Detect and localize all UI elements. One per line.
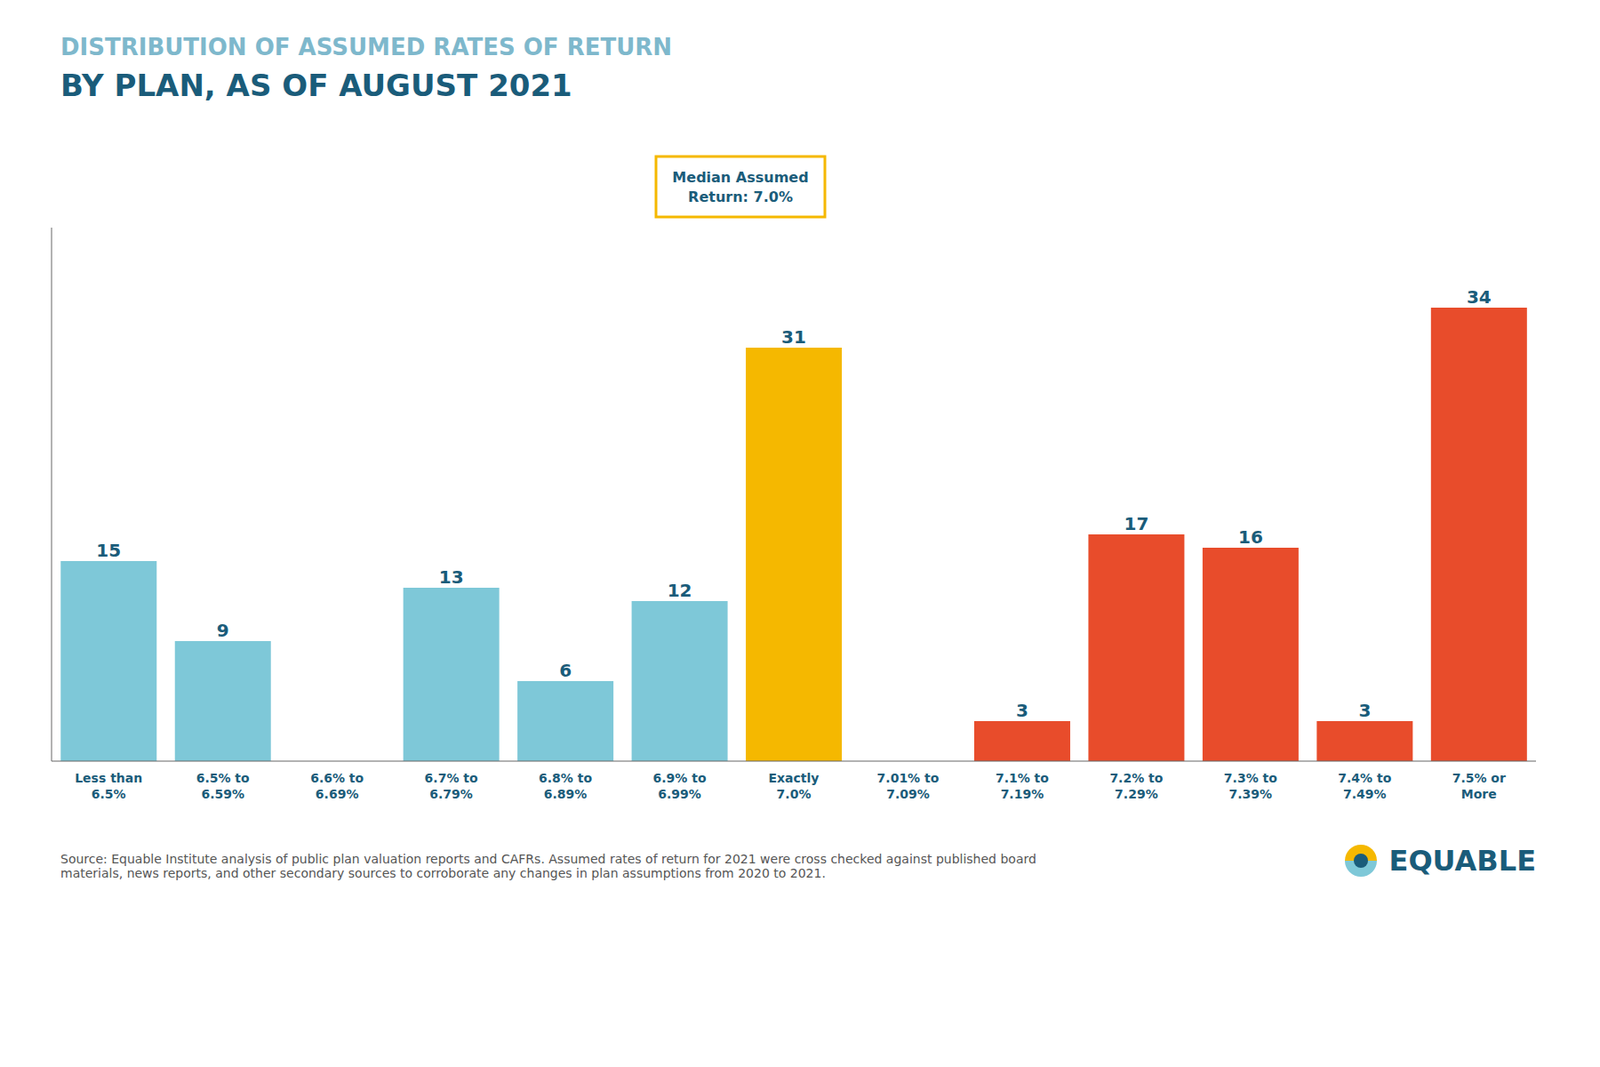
svg-text:7.1% to7.19%: 7.1% to7.19%	[995, 770, 1049, 801]
svg-text:6.9% to6.99%: 6.9% to6.99%	[653, 770, 707, 801]
svg-text:16: 16	[1238, 526, 1264, 548]
svg-text:7.01% to7.09%: 7.01% to7.09%	[877, 770, 940, 801]
svg-text:7.5% orMore: 7.5% orMore	[1452, 770, 1506, 801]
svg-text:7.4% to7.49%: 7.4% to7.49%	[1337, 770, 1392, 801]
svg-text:Exactly7.0%: Exactly7.0%	[768, 770, 820, 801]
svg-text:7.2% to7.29%: 7.2% to7.29%	[1109, 770, 1163, 801]
html-text:DISTRIBUTION OF ASSUMED RATES: DISTRIBUTION OF ASSUMED RATES OF RETURN	[60, 33, 673, 61]
svg-text:6.6% to6.69%: 6.6% to6.69%	[310, 770, 364, 801]
svg-text:Less than6.5%: Less than6.5%	[74, 770, 143, 801]
html-text:Source: Equable Institute anal: Source: Equable Institute analysis of pu…	[60, 851, 1037, 880]
svg-text:Median AssumedReturn: 7.0%: Median AssumedReturn: 7.0%	[672, 168, 808, 206]
svg-text:6: 6	[559, 659, 572, 681]
svg-text:6.7% to6.79%: 6.7% to6.79%	[424, 770, 479, 801]
html-text:EQUABLE: EQUABLE	[1388, 843, 1536, 878]
svg-text:17: 17	[1124, 512, 1150, 535]
svg-text:31: 31	[781, 326, 807, 348]
svg-text:6.8% to6.89%: 6.8% to6.89%	[538, 770, 592, 801]
svg-text:7.3% to7.39%: 7.3% to7.39%	[1224, 770, 1278, 801]
svg-text:9: 9	[216, 619, 230, 641]
svg-text:6.5% to6.59%: 6.5% to6.59%	[196, 770, 250, 801]
svg-text:34: 34	[1466, 286, 1492, 308]
svg-text:12: 12	[667, 579, 693, 601]
svg-text:15: 15	[96, 539, 121, 561]
svg-text:3: 3	[1016, 699, 1029, 721]
svg-text:3: 3	[1358, 699, 1371, 721]
svg-text:13: 13	[439, 566, 464, 588]
html-text:BY PLAN, AS OF AUGUST 2021: BY PLAN, AS OF AUGUST 2021	[60, 67, 573, 104]
